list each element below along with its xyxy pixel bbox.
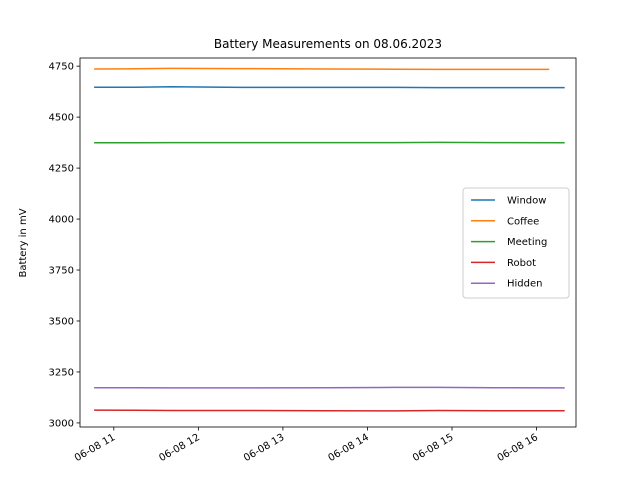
y-tick-label: 3000	[49, 418, 74, 429]
y-axis: 3000 3250 3500 3750 4000 4250 4500 4750	[49, 62, 80, 429]
y-tick-label: 4000	[49, 215, 74, 226]
y-tick-label: 3750	[49, 266, 74, 277]
series-line-hidden	[94, 386, 565, 389]
legend-label-window: Window	[507, 196, 546, 207]
y-axis-title: Battery in mV	[18, 208, 29, 277]
legend-box	[462, 187, 570, 299]
chart-title: Battery Measurements on 08.06.2023	[214, 37, 442, 51]
legend-label-robot: Robot	[507, 258, 536, 269]
legend: Window Coffee Meeting Robot Hidden	[462, 187, 570, 299]
legend-label-coffee: Coffee	[507, 216, 539, 227]
legend-label-meeting: Meeting	[507, 237, 547, 248]
y-tick-label: 4500	[49, 113, 74, 124]
series-line-coffee	[94, 67, 550, 71]
plot-frame	[79, 57, 577, 428]
y-tick-label: 3250	[49, 367, 74, 378]
series-line-window	[94, 85, 565, 89]
legend-label-hidden: Hidden	[507, 279, 542, 290]
y-tick-label: 4750	[49, 62, 74, 73]
series-line-robot	[94, 409, 565, 412]
plot-layer	[94, 67, 565, 412]
y-tick-label: 4250	[49, 164, 74, 175]
y-tick-label: 3500	[49, 316, 74, 327]
